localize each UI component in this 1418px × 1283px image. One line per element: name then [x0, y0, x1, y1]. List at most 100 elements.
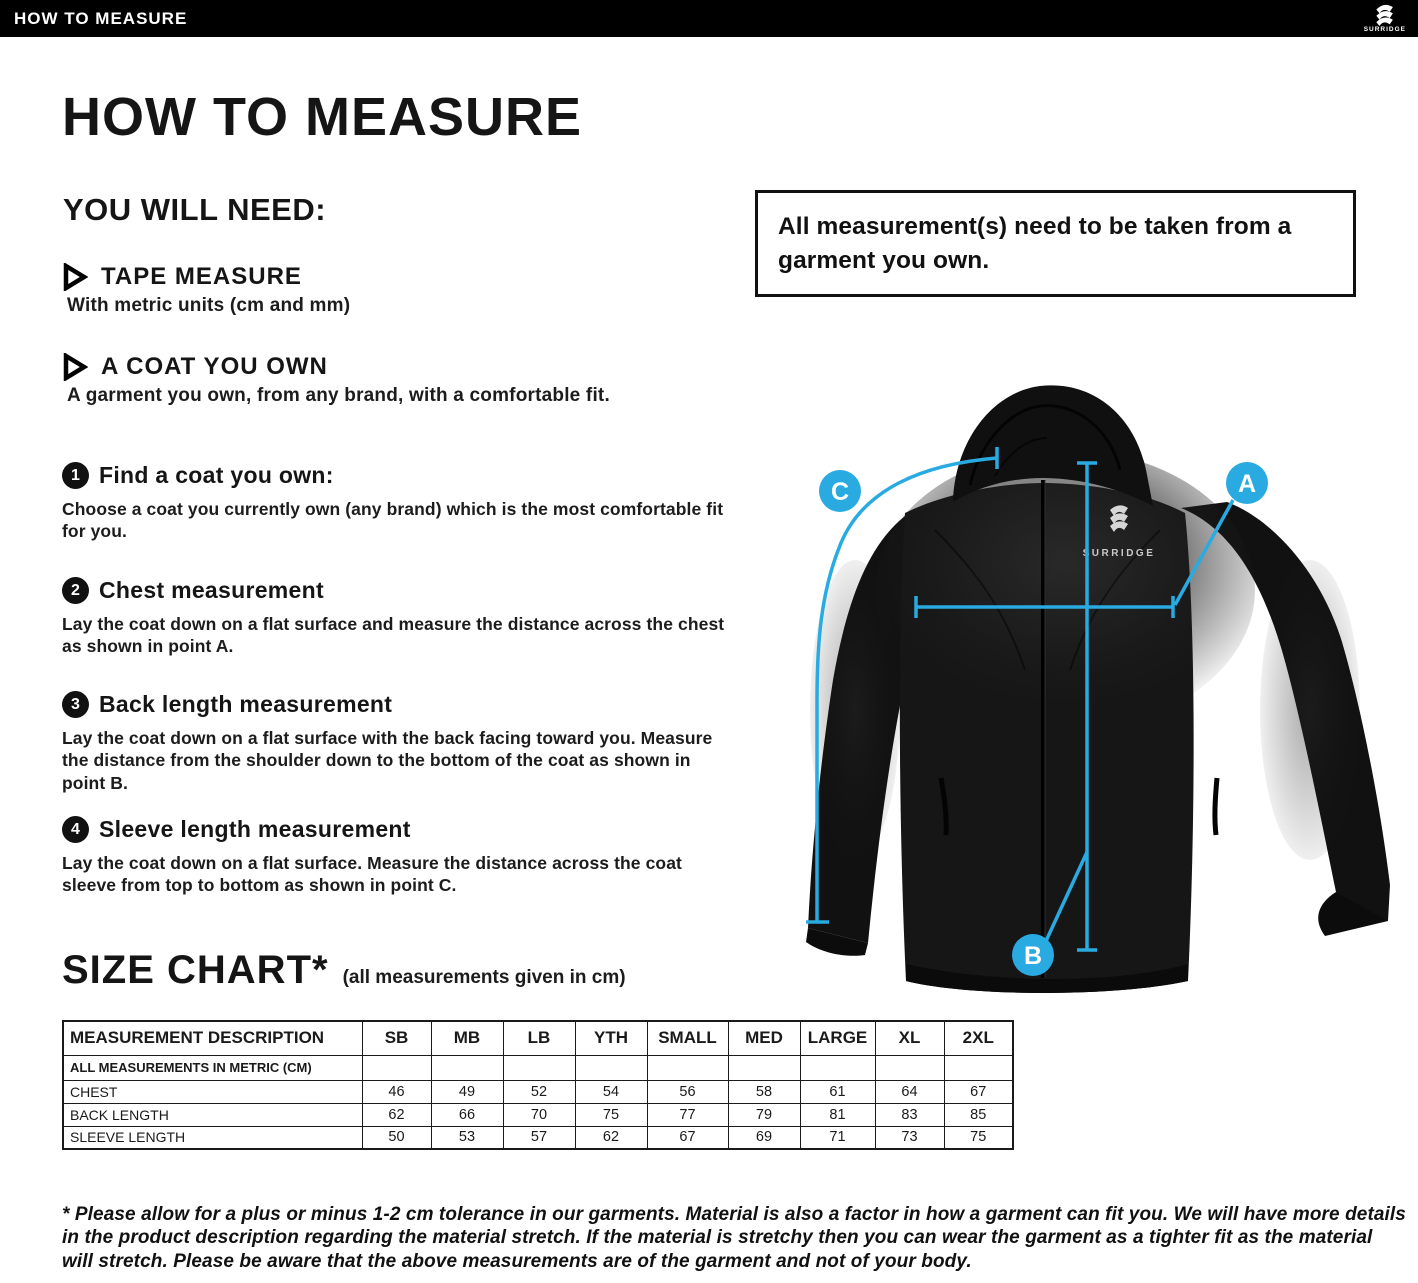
cell-value: 85 — [943, 1102, 1014, 1127]
surridge-logo-text: SURRIDGE — [1363, 25, 1406, 33]
cell-value: 70 — [502, 1102, 576, 1127]
need-item-title: A COAT YOU OWN — [101, 353, 328, 380]
measurement-lines — [806, 447, 1235, 952]
cell-value: 50 — [361, 1125, 432, 1150]
cell-value: 62 — [361, 1102, 432, 1127]
column-header: MB — [430, 1020, 504, 1056]
row-label: SLEEVE LENGTH — [62, 1125, 363, 1150]
cell-value: 64 — [874, 1079, 945, 1104]
table-row-back-length: BACK LENGTH 62 66 70 75 77 79 81 83 85 — [62, 1102, 1014, 1127]
cell-value: 75 — [943, 1125, 1014, 1150]
step-title: Chest measurement — [99, 577, 324, 603]
step-number-badge: 3 — [62, 691, 89, 718]
cell-value: 62 — [574, 1125, 648, 1150]
you-will-need-heading: YOU WILL NEED: — [63, 192, 327, 227]
row-label: BACK LENGTH — [62, 1102, 363, 1127]
top-bar: HOW TO MEASURE SURRIDGE — [0, 0, 1418, 37]
column-header: SMALL — [646, 1020, 729, 1056]
step-number-badge: 4 — [62, 816, 89, 843]
need-item-coat: A COAT YOU OWN A garment you own, from a… — [62, 353, 610, 407]
surridge-s-icon — [1376, 4, 1393, 26]
metric-note-row: ALL MEASUREMENTS IN METRIC (CM) — [62, 1054, 1014, 1081]
cell-value: 67 — [943, 1079, 1014, 1104]
cell-value: 53 — [430, 1125, 504, 1150]
column-header: 2XL — [943, 1020, 1014, 1056]
step-number-badge: 1 — [62, 462, 89, 489]
label-c-badge: C — [819, 470, 861, 512]
tolerance-footnote: * Please allow for a plus or minus 1-2 c… — [62, 1204, 1406, 1272]
label-b-badge: B — [1012, 934, 1054, 976]
column-header: LARGE — [799, 1020, 876, 1056]
cell-value: 81 — [799, 1102, 876, 1127]
step-body: Choose a coat you currently own (any bra… — [62, 499, 724, 542]
back-length-measurement-line — [1044, 461, 1097, 952]
size-chart-table: MEASUREMENT DESCRIPTION SB MB LB YTH SMA… — [62, 1020, 1014, 1150]
cell-value: 66 — [430, 1102, 504, 1127]
measurement-note-text: All measurement(s) need to be taken from… — [778, 213, 1292, 275]
size-chart-title: SIZE CHART* — [62, 948, 329, 992]
column-header: XL — [874, 1020, 945, 1056]
need-item-desc: With metric units (cm and mm) — [67, 295, 351, 316]
jacket-graphic: SURRIDGE — [806, 385, 1390, 993]
need-item-title: TAPE MEASURE — [101, 263, 302, 290]
size-chart-header-row: MEASUREMENT DESCRIPTION SB MB LB YTH SMA… — [62, 1020, 1014, 1056]
jacket-measurement-diagram: SURRIDGE — [765, 380, 1415, 1020]
cell-value: 49 — [430, 1079, 504, 1104]
step-title: Sleeve length measurement — [99, 816, 411, 842]
cell-value: 46 — [361, 1079, 432, 1104]
cell-value: 61 — [799, 1079, 876, 1104]
step-body: Lay the coat down on a flat surface. Mea… — [62, 853, 682, 896]
label-a: A — [1238, 470, 1256, 498]
column-header: MEASUREMENT DESCRIPTION — [62, 1020, 363, 1056]
column-header: MED — [727, 1020, 801, 1056]
chest-measurement-line — [914, 499, 1235, 618]
cell-value: 69 — [727, 1125, 801, 1150]
need-item-desc: A garment you own, from any brand, with … — [67, 385, 610, 406]
column-header: YTH — [574, 1020, 648, 1056]
label-b: B — [1024, 942, 1042, 970]
cell-value: 71 — [799, 1125, 876, 1150]
column-header: LB — [502, 1020, 576, 1056]
cell-value: 79 — [727, 1102, 801, 1127]
step-4: 4 Sleeve length measurement Lay the coat… — [62, 816, 738, 897]
row-label: CHEST — [62, 1079, 363, 1104]
step-2: 2 Chest measurement Lay the coat down on… — [62, 577, 738, 658]
measurement-labels: A B C — [819, 462, 1268, 976]
size-chart-heading: SIZE CHART* (all measurements given in c… — [62, 948, 626, 993]
surridge-logo: SURRIDGE — [1364, 4, 1408, 34]
label-c: C — [831, 478, 849, 506]
jacket-logo-text: SURRIDGE — [1083, 548, 1156, 559]
cell-value: 73 — [874, 1125, 945, 1150]
cell-value: 67 — [646, 1125, 729, 1150]
table-row-sleeve-length: SLEEVE LENGTH 50 53 57 62 67 69 71 73 75 — [62, 1125, 1014, 1150]
step-number-badge: 2 — [62, 577, 89, 604]
step-3: 3 Back length measurement Lay the coat d… — [62, 691, 738, 794]
step-title: Find a coat you own: — [99, 462, 334, 488]
cell-value: 75 — [574, 1102, 648, 1127]
table-row-chest: CHEST 46 49 52 54 56 58 61 64 67 — [62, 1079, 1014, 1104]
size-chart-subtitle: (all measurements given in cm) — [342, 967, 626, 988]
need-item-tape-measure: TAPE MEASURE With metric units (cm and m… — [62, 263, 350, 317]
cell-value: 57 — [502, 1125, 576, 1150]
jacket-silhouette: SURRIDGE — [806, 385, 1390, 993]
cell-value: 77 — [646, 1102, 729, 1127]
cell-value: 54 — [574, 1079, 648, 1104]
metric-note-label: ALL MEASUREMENTS IN METRIC (CM) — [62, 1054, 363, 1081]
page-title: HOW TO MEASURE — [62, 87, 583, 147]
step-body: Lay the coat down on a flat surface and … — [62, 614, 725, 657]
measurement-note-box: All measurement(s) need to be taken from… — [755, 190, 1356, 297]
step-body: Lay the coat down on a flat surface with… — [62, 728, 713, 793]
jacket-chest-logo: SURRIDGE — [1083, 505, 1156, 559]
cell-value: 83 — [874, 1102, 945, 1127]
triangle-bullet-icon — [63, 263, 88, 291]
top-bar-title: HOW TO MEASURE — [14, 8, 188, 28]
label-a-badge: A — [1226, 462, 1268, 504]
step-1: 1 Find a coat you own: Choose a coat you… — [62, 462, 738, 543]
cell-value: 52 — [502, 1079, 576, 1104]
step-title: Back length measurement — [99, 691, 393, 717]
cell-value: 56 — [646, 1079, 729, 1104]
cell-value: 58 — [727, 1079, 801, 1104]
column-header: SB — [361, 1020, 432, 1056]
sleeve-length-measurement-line — [806, 447, 999, 924]
